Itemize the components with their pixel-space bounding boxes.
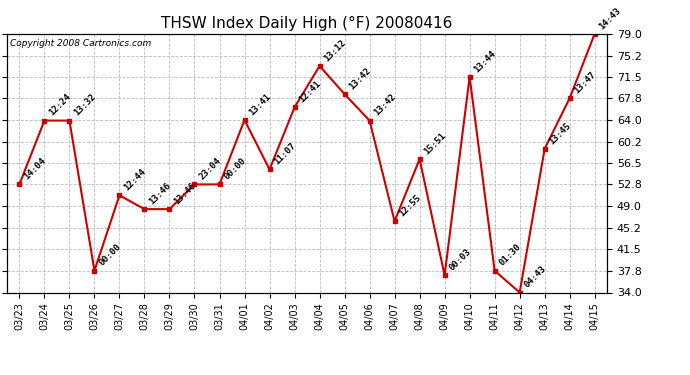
Text: 00:03: 00:03 <box>447 247 473 273</box>
Text: 13:44: 13:44 <box>473 49 497 74</box>
Text: 15:51: 15:51 <box>422 131 448 156</box>
Text: 00:00: 00:00 <box>222 156 248 182</box>
Text: 00:00: 00:00 <box>97 243 123 268</box>
Text: 11:07: 11:07 <box>273 141 297 166</box>
Text: 12:55: 12:55 <box>397 193 423 218</box>
Text: Copyright 2008 Cartronics.com: Copyright 2008 Cartronics.com <box>10 39 151 48</box>
Text: 13:42: 13:42 <box>347 66 373 92</box>
Text: 23:04: 23:04 <box>197 156 223 182</box>
Text: 04:43: 04:43 <box>522 264 548 290</box>
Text: 13:42: 13:42 <box>373 92 397 118</box>
Text: 14:43: 14:43 <box>598 6 623 31</box>
Text: 12:44: 12:44 <box>122 167 148 192</box>
Title: THSW Index Daily High (°F) 20080416: THSW Index Daily High (°F) 20080416 <box>161 16 453 31</box>
Text: 13:41: 13:41 <box>247 92 273 117</box>
Text: 12:41: 12:41 <box>297 79 323 105</box>
Text: 13:47: 13:47 <box>573 70 598 95</box>
Text: 01:30: 01:30 <box>497 243 523 268</box>
Text: 12:24: 12:24 <box>47 92 72 118</box>
Text: 13:32: 13:32 <box>72 92 97 118</box>
Text: 13:46: 13:46 <box>172 181 197 206</box>
Text: 13:46: 13:46 <box>147 181 172 206</box>
Text: 13:45: 13:45 <box>547 121 573 146</box>
Text: 13:12: 13:12 <box>322 38 348 63</box>
Text: 14:04: 14:04 <box>22 156 48 182</box>
